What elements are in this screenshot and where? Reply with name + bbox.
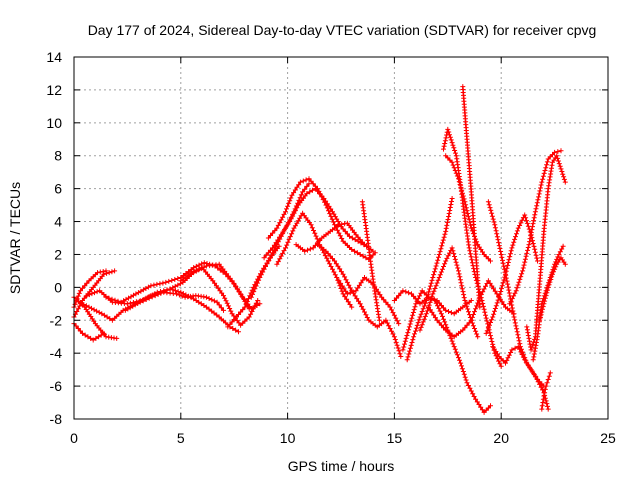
series-markers [460, 84, 483, 310]
series-track-27 [483, 212, 540, 336]
x-tick-label: 10 [280, 430, 296, 446]
series-track-29 [490, 344, 547, 389]
y-tick-label: -8 [50, 411, 63, 427]
y-tick-label: 0 [54, 279, 62, 295]
x-tick-label: 20 [493, 430, 509, 446]
series-track-13 [265, 176, 378, 262]
series-markers [524, 153, 568, 353]
series-track-26 [426, 278, 517, 340]
y-tick-label: 2 [54, 246, 62, 262]
series-track-31 [524, 153, 568, 353]
series-markers [539, 370, 553, 412]
y-tick-label: 8 [54, 148, 62, 164]
series-track-9 [178, 265, 261, 328]
y-axis-label: SDTVAR / TECUs [7, 182, 23, 294]
x-tick-labels: 0 5 10 15 20 25 [70, 430, 616, 446]
y-tick-label: 10 [46, 115, 62, 131]
series-markers [178, 265, 261, 328]
series-markers [426, 278, 517, 340]
y-tick-label: 6 [54, 181, 62, 197]
series-markers [359, 199, 382, 323]
series-track-16 [315, 242, 404, 359]
series-markers [265, 176, 378, 262]
y-tick-label: 12 [46, 82, 62, 98]
chart-title: Day 177 of 2024, Sidereal Day-to-day VTE… [88, 22, 597, 38]
series-track-30 [507, 148, 564, 307]
series-track-33 [537, 255, 568, 323]
series-markers [490, 344, 547, 389]
y-tick-labels: -8 -6 -4 -2 0 2 4 6 8 10 12 14 [46, 49, 62, 427]
x-tick-label: 15 [387, 430, 403, 446]
y-tick-label: -6 [50, 378, 63, 394]
y-tick-label: 14 [46, 49, 62, 65]
series-markers [507, 148, 564, 307]
series-track-34 [539, 370, 553, 412]
series-track-25 [460, 84, 483, 310]
series-markers [483, 212, 540, 336]
x-tick-label: 0 [70, 430, 78, 446]
grid [74, 57, 608, 419]
series-group [71, 84, 568, 415]
series-markers [537, 255, 568, 323]
y-tick-label: -4 [50, 345, 63, 361]
x-tick-label: 5 [177, 430, 185, 446]
x-tick-label: 25 [600, 430, 616, 446]
series-markers [404, 196, 455, 363]
series-markers [315, 242, 404, 359]
y-tick-label: -2 [50, 312, 63, 328]
series-track-18 [359, 199, 382, 323]
x-axis-label: GPS time / hours [288, 458, 395, 474]
series-track-21 [404, 196, 455, 363]
y-tick-label: 4 [54, 214, 62, 230]
plot-frame [73, 56, 609, 420]
series-track-15 [293, 220, 376, 254]
